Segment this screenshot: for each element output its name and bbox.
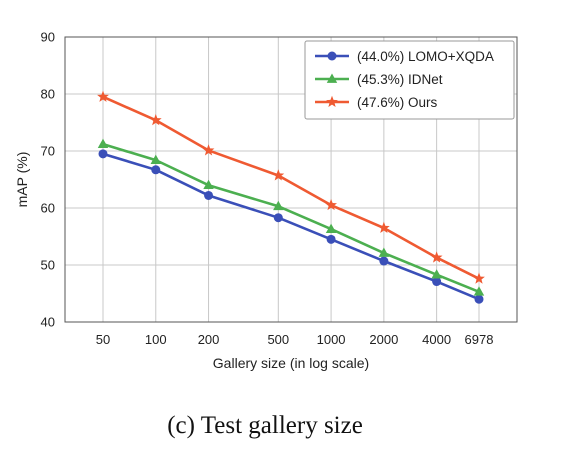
data-point: [203, 179, 214, 190]
data-point: [273, 213, 283, 223]
x-tick-label: 50: [96, 332, 110, 347]
y-tick-label: 80: [41, 87, 55, 102]
legend-item: (47.6%) Ours: [315, 95, 438, 110]
x-tick-label: 100: [145, 332, 167, 347]
y-tick-label: 90: [41, 30, 55, 45]
x-axis-label: Gallery size (in log scale): [213, 355, 369, 371]
x-tick-label: 4000: [422, 332, 451, 347]
plot-frame: [64, 36, 518, 323]
data-point: [432, 277, 442, 287]
data-point: [325, 223, 337, 233]
legend-box: [304, 40, 515, 120]
data-point: [379, 256, 389, 266]
y-tick-label: 40: [41, 315, 55, 330]
figure-caption: (c) Test gallery size: [167, 412, 363, 439]
data-point: [97, 90, 109, 102]
data-point: [150, 154, 161, 164]
data-point: [430, 251, 443, 263]
data-point: [272, 169, 285, 181]
series-line: [98, 149, 484, 304]
legend-label: (44.0%) LOMO+XQDA: [357, 49, 494, 64]
data-point: [473, 272, 485, 284]
series-path: [102, 142, 480, 293]
y-tick-label: 70: [41, 144, 55, 159]
x-tick-label: 500: [267, 332, 289, 347]
legend-item: (45.3%) IDNet: [315, 72, 443, 87]
x-tick-labels: 50 100 200 500 1000 2000 4000 6978: [96, 332, 494, 347]
series-path: [102, 152, 480, 301]
series-line: [97, 138, 485, 296]
data-point: [97, 138, 109, 149]
x-tick-label: 200: [198, 332, 220, 347]
legend-label: (47.6%) Ours: [357, 95, 438, 110]
data-point: [151, 165, 161, 175]
series-path: [102, 95, 480, 280]
data-point: [204, 190, 214, 200]
series-line: [97, 90, 485, 284]
y-axis-label: mAP (%): [14, 152, 30, 208]
x-tick-label: 6978: [465, 332, 494, 347]
data-point: [149, 114, 162, 126]
y-tick-label: 60: [41, 201, 55, 216]
y-tick-labels: 40 50 60 70 80 90: [41, 30, 55, 330]
data-point: [377, 221, 390, 233]
legend-item: (44.0%) LOMO+XQDA: [315, 49, 494, 64]
x-tick-label: 2000: [369, 332, 398, 347]
legend: (44.0%) LOMO+XQDA (45.3%) IDNet (47.6%) Ou…: [304, 40, 515, 120]
data-point: [202, 144, 215, 156]
data-point: [326, 234, 336, 244]
data-point: [98, 149, 108, 159]
series-group: [97, 90, 485, 304]
data-point: [326, 95, 338, 108]
data-point: [474, 294, 484, 304]
x-tick-label: 1000: [317, 332, 346, 347]
data-point: [325, 198, 337, 211]
y-tick-label: 50: [41, 258, 55, 273]
data-point: [273, 200, 284, 211]
data-point: [378, 247, 390, 257]
data-point: [473, 286, 485, 296]
legend-label: (45.3%) IDNet: [357, 72, 443, 87]
data-point: [326, 73, 338, 83]
data-point: [431, 269, 442, 279]
line-chart: 40 50 60 70 80 90 50 100 200 500 1000 2000 4000 6978…: [14, 30, 518, 371]
data-point: [327, 51, 337, 61]
